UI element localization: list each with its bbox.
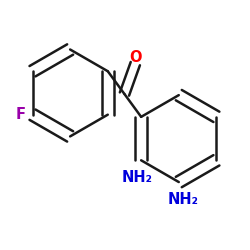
Text: F: F <box>16 107 26 122</box>
Text: NH₂: NH₂ <box>168 192 198 207</box>
Text: NH₂: NH₂ <box>121 170 152 185</box>
Text: O: O <box>129 50 141 64</box>
